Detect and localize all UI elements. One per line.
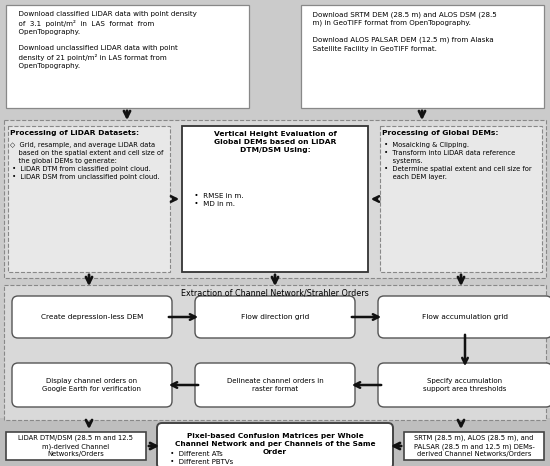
Bar: [404, 432, 544, 460]
Bar: [182, 126, 368, 272]
Text: Download classified LiDAR data with point density
  of  3.1  point/m²  in  LAS  : Download classified LiDAR data with poin…: [14, 11, 197, 69]
Text: ◇  Grid, resample, and average LiDAR data
    based on the spatial extent and ce: ◇ Grid, resample, and average LiDAR data…: [10, 142, 163, 179]
Text: •  Different ATs
 •  Different PBTVs
 •  Evaluation performance measures
     (i: • Different ATs • Different PBTVs • Eval…: [168, 451, 299, 466]
FancyBboxPatch shape: [378, 296, 550, 338]
FancyBboxPatch shape: [12, 363, 172, 407]
FancyBboxPatch shape: [195, 363, 355, 407]
Text: Specify accumulation
support area thresholds: Specify accumulation support area thresh…: [424, 378, 507, 392]
Text: Vertical Height Evaluation of
Global DEMs based on LiDAR
DTM/DSM Using:: Vertical Height Evaluation of Global DEM…: [213, 131, 337, 153]
Text: Flow accumulation grid: Flow accumulation grid: [422, 314, 508, 320]
Text: Flow direction grid: Flow direction grid: [241, 314, 309, 320]
FancyBboxPatch shape: [12, 296, 172, 338]
FancyBboxPatch shape: [195, 296, 355, 338]
Bar: [4, 120, 546, 278]
Bar: [8, 126, 170, 272]
Bar: [4, 285, 546, 420]
Bar: [301, 5, 544, 108]
Text: Processing of Global DEMs:: Processing of Global DEMs:: [382, 130, 498, 136]
FancyBboxPatch shape: [378, 363, 550, 407]
Bar: [380, 126, 542, 272]
Text: SRTM (28.5 m), ALOS (28.5 m), and
PALSAR (28.5 m and 12.5 m) DEMs-
derived Chann: SRTM (28.5 m), ALOS (28.5 m), and PALSAR…: [414, 435, 535, 458]
Bar: [0, 418, 550, 466]
Text: Download SRTM DEM (28.5 m) and ALOS DSM (28.5
  m) in GeoTIFF format from OpenTo: Download SRTM DEM (28.5 m) and ALOS DSM …: [308, 11, 497, 52]
Text: •  Mosaicking & Clipping.
 •  Transform into LiDAR data reference
     systems.
: • Mosaicking & Clipping. • Transform int…: [382, 142, 532, 179]
Text: Processing of LiDAR Datasets:: Processing of LiDAR Datasets:: [10, 130, 139, 136]
Bar: [6, 5, 249, 108]
Text: LiDAR DTM/DSM (28.5 m and 12.5
m)-derived Channel
Networks/Orders: LiDAR DTM/DSM (28.5 m and 12.5 m)-derive…: [19, 435, 134, 458]
Text: Pixel-based Confusion Matrices per Whole
Channel Network and per Channels of the: Pixel-based Confusion Matrices per Whole…: [175, 433, 375, 454]
Text: •  RMSE in m.
 •  MD in m.: • RMSE in m. • MD in m.: [192, 193, 244, 207]
Text: Display channel orders on
Google Earth for verification: Display channel orders on Google Earth f…: [42, 378, 141, 392]
Bar: [6, 432, 146, 460]
Text: Delineate channel orders in
raster format: Delineate channel orders in raster forma…: [227, 378, 323, 392]
FancyBboxPatch shape: [157, 423, 393, 466]
Text: Extraction of Channel Network/Strahler Orders: Extraction of Channel Network/Strahler O…: [181, 289, 369, 298]
Text: Create depression-less DEM: Create depression-less DEM: [41, 314, 143, 320]
